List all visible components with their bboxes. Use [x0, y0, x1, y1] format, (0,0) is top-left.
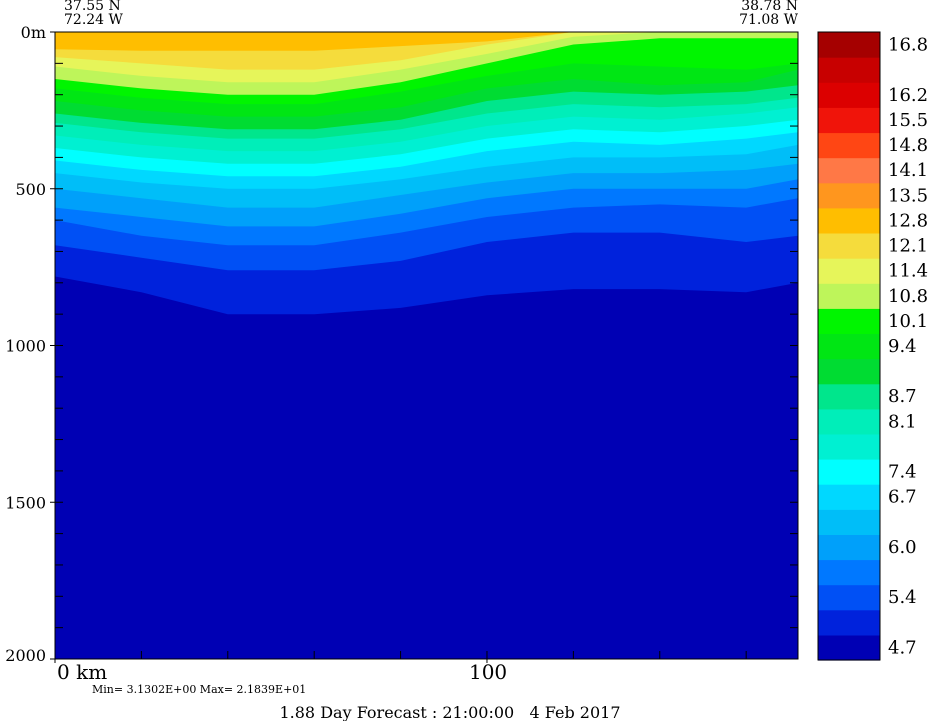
- colorbar-label: 12.8: [888, 210, 928, 231]
- colorbar-swatch: [818, 609, 880, 636]
- colorbar-swatch: [818, 509, 880, 535]
- colorbar-label: 7.4: [888, 462, 917, 483]
- colorbar-swatch: [818, 584, 880, 611]
- colorbar-swatch: [818, 559, 880, 586]
- colorbar-swatch: [818, 32, 880, 58]
- temperature-band-17: [55, 32, 798, 51]
- start-lon-label: 72.24 W: [64, 12, 124, 28]
- colorbar-label: 10.8: [888, 286, 928, 307]
- y-tick-label: 2000: [5, 646, 46, 665]
- end-lon-label: 71.08 W: [739, 12, 799, 28]
- y-tick-label: 500: [15, 180, 46, 199]
- forecast-title: 1.88 Day Forecast : 21:00:00 4 Feb 2017: [279, 703, 620, 721]
- colorbar-swatch: [818, 207, 880, 234]
- x-tick-label: 100: [469, 660, 507, 684]
- colorbar-frame: [817, 31, 881, 661]
- end-lat-label: 38.78 N: [741, 0, 798, 14]
- plot-area: [55, 32, 798, 659]
- colorbar-swatch: [818, 484, 880, 510]
- x-tick-label: 0 km: [57, 660, 107, 684]
- colorbar-label: 9.4: [888, 336, 917, 357]
- colorbar-swatch: [818, 283, 880, 309]
- colorbar-label: 16.2: [888, 85, 928, 106]
- colorbar-swatch: [818, 433, 880, 460]
- colorbar-swatch: [818, 82, 880, 108]
- colorbar-label: 12.1: [888, 236, 928, 257]
- colorbar-label: 4.7: [888, 637, 917, 658]
- colorbar-label: 6.0: [888, 537, 917, 558]
- colorbar-label: 8.7: [888, 386, 917, 407]
- y-tick-label: 1500: [5, 493, 46, 512]
- colorbar-swatch: [818, 132, 880, 159]
- colorbar-swatch: [818, 57, 880, 83]
- colorbar-label: 16.8: [888, 35, 928, 56]
- colorbar-swatch: [818, 634, 880, 661]
- colorbar-swatch: [818, 258, 880, 284]
- colorbar: 4.7 5.4 6.0 6.7 7.4 8.1 8.7 9.4 10.1 10.8 11.4 12.1…: [817, 31, 928, 661]
- colorbar-swatch: [818, 182, 880, 209]
- min-max-stats: Min= 3.1302E+00 Max= 2.1839E+01: [92, 683, 306, 696]
- y-tick-label: 1000: [5, 337, 46, 356]
- y-axis: 0m 500 1000 1500 2000: [5, 23, 798, 665]
- colorbar-swatch: [818, 358, 880, 385]
- colorbar-label: 13.5: [888, 185, 928, 206]
- colorbar-label: 14.8: [888, 135, 928, 156]
- colorbar-swatch: [818, 408, 880, 435]
- colorbar-swatch: [818, 459, 880, 485]
- colorbar-swatch: [818, 157, 880, 184]
- colorbar-swatch: [818, 534, 880, 561]
- colorbar-label: 11.4: [888, 261, 928, 282]
- colorbar-swatch: [818, 233, 880, 259]
- colorbar-swatch: [818, 308, 880, 334]
- colorbar-label: 10.1: [888, 311, 928, 332]
- y-tick-label: 0m: [21, 23, 46, 42]
- start-lat-label: 37.55 N: [64, 0, 121, 14]
- colorbar-swatch: [818, 333, 880, 360]
- colorbar-swatch: [818, 107, 880, 134]
- colorbar-swatch: [818, 383, 880, 410]
- x-axis: 0 km 100: [54, 651, 747, 684]
- colorbar-label: 8.1: [888, 411, 917, 432]
- colorbar-label: 5.4: [888, 587, 917, 608]
- colorbar-label: 15.5: [888, 110, 928, 131]
- colorbar-label: 6.7: [888, 487, 917, 508]
- colorbar-label: 14.1: [888, 160, 928, 181]
